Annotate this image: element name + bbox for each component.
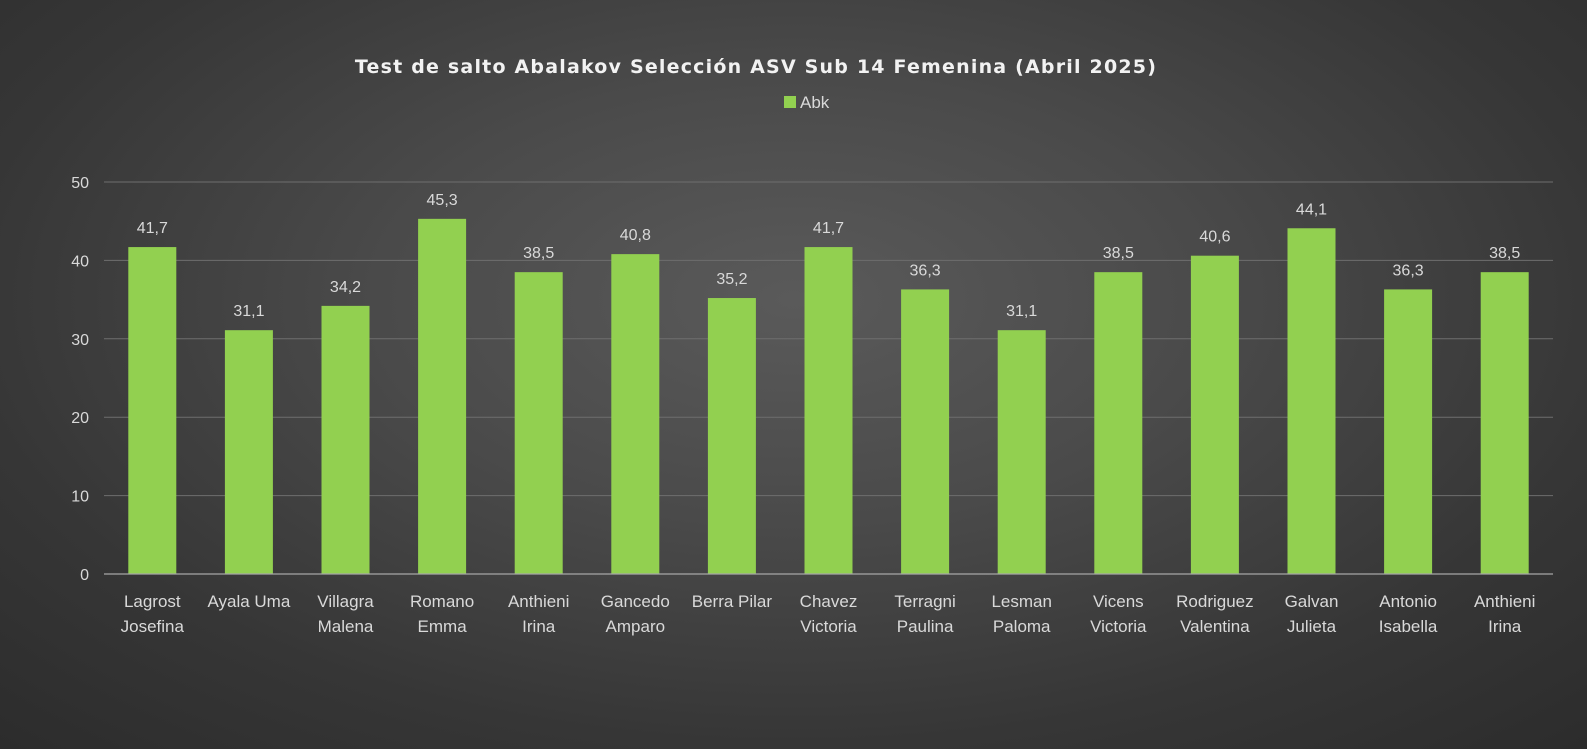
x-category-label: Julieta xyxy=(1287,617,1337,636)
data-label: 45,3 xyxy=(427,192,458,209)
bar xyxy=(611,254,660,575)
data-label: 34,2 xyxy=(330,279,361,296)
data-label: 31,1 xyxy=(233,303,264,320)
data-label: 31,1 xyxy=(1006,303,1037,320)
bar xyxy=(321,305,370,574)
x-category-label: Vicens xyxy=(1093,592,1144,611)
data-label: 38,5 xyxy=(523,245,554,262)
data-label: 38,5 xyxy=(1489,245,1520,262)
x-category-label: Lagrost xyxy=(124,592,181,611)
bar xyxy=(1384,289,1433,574)
data-label: 41,7 xyxy=(137,220,168,237)
data-labels: 41,7 31,1 34,2 45,3 38,5 40,8 35,2 41,7 36,3 31,1… xyxy=(137,192,1521,320)
data-label: 44,1 xyxy=(1296,201,1327,218)
bar xyxy=(707,298,756,574)
x-category-label: Victoria xyxy=(1090,617,1147,636)
data-label: 40,6 xyxy=(1199,229,1230,246)
y-tick-label: 20 xyxy=(71,410,89,427)
x-category-label: Terragni xyxy=(894,592,955,611)
legend-label-abk: Abk xyxy=(800,93,830,112)
x-category-label: Lesman xyxy=(991,592,1051,611)
bar xyxy=(224,330,273,574)
bar xyxy=(901,289,950,574)
x-category-label: Paloma xyxy=(993,617,1051,636)
bar xyxy=(418,218,467,574)
y-tick-label: 0 xyxy=(80,567,89,584)
x-category-label: Galvan xyxy=(1285,592,1339,611)
bar xyxy=(804,247,853,574)
x-category-label: Antonio xyxy=(1379,592,1437,611)
bar xyxy=(1094,272,1143,574)
y-axis-ticks: 0 10 20 30 40 50 xyxy=(71,175,89,584)
bar xyxy=(1287,228,1336,575)
chart-title: Test de salto Abalakov Selección ASV Sub… xyxy=(355,56,1157,78)
x-category-label: Josefina xyxy=(121,617,185,636)
bar xyxy=(1480,272,1529,574)
x-category-label: Anthieni xyxy=(1474,592,1535,611)
data-label: 36,3 xyxy=(910,262,941,279)
x-category-label: Ayala Uma xyxy=(207,592,290,611)
x-category-label: Emma xyxy=(418,617,468,636)
bar xyxy=(514,272,563,574)
x-category-label: Anthieni xyxy=(508,592,569,611)
x-category-label: Paulina xyxy=(897,617,954,636)
x-axis-labels: Lagrost Josefina Ayala Uma Villagra Malena Ro… xyxy=(121,592,1536,636)
x-category-label: Gancedo xyxy=(601,592,670,611)
x-category-label: Berra Pilar xyxy=(692,592,773,611)
y-tick-label: 40 xyxy=(71,253,89,270)
y-tick-label: 30 xyxy=(71,332,89,349)
x-category-label: Villagra xyxy=(317,592,374,611)
x-category-label: Isabella xyxy=(1379,617,1438,636)
y-tick-label: 50 xyxy=(71,175,89,192)
data-label: 41,7 xyxy=(813,220,844,237)
legend-swatch-abk xyxy=(784,96,796,108)
y-tick-label: 10 xyxy=(71,489,89,506)
x-category-label: Rodriguez xyxy=(1176,592,1254,611)
x-category-label: Romano xyxy=(410,592,474,611)
data-label: 36,3 xyxy=(1393,262,1424,279)
x-category-label: Valentina xyxy=(1180,617,1250,636)
x-category-label: Irina xyxy=(1488,617,1522,636)
data-label: 40,8 xyxy=(620,227,651,244)
x-category-label: Irina xyxy=(522,617,556,636)
x-category-label: Amparo xyxy=(606,617,666,636)
x-category-label: Victoria xyxy=(800,617,857,636)
data-label: 38,5 xyxy=(1103,245,1134,262)
bar xyxy=(128,247,177,574)
data-label: 35,2 xyxy=(716,271,747,288)
bar xyxy=(997,330,1046,574)
x-category-label: Malena xyxy=(318,617,374,636)
bar xyxy=(1190,255,1239,575)
legend: Abk xyxy=(784,93,830,112)
bars xyxy=(128,218,1529,575)
x-category-label: Chavez xyxy=(800,592,858,611)
